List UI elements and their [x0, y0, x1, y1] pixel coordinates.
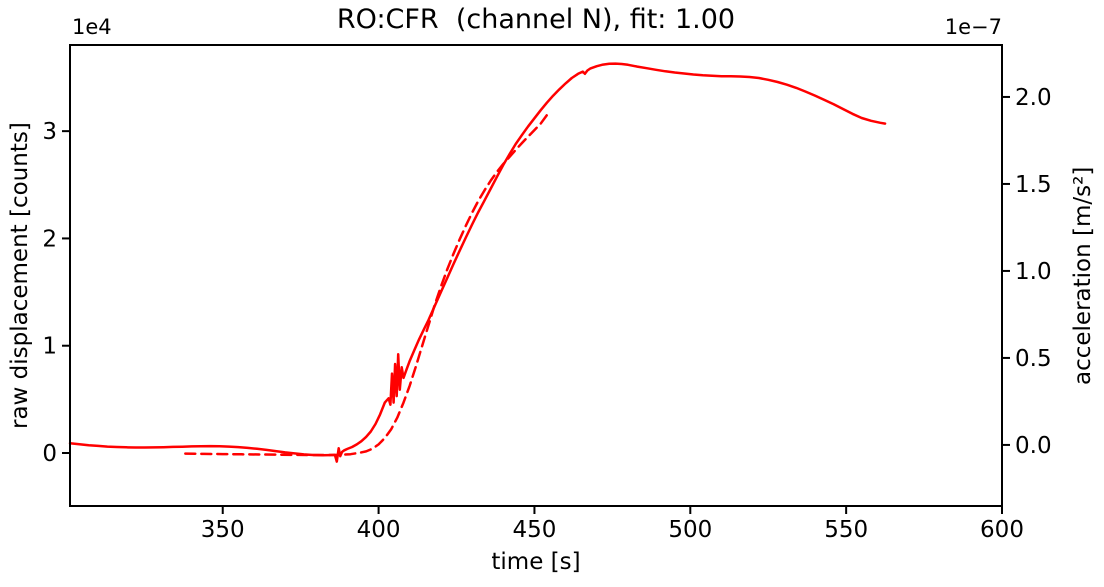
x-tick-label: 450	[512, 517, 556, 543]
x-tick-label: 500	[668, 517, 712, 543]
chart-title: RO:CFR (channel N), fit: 1.00	[336, 4, 736, 35]
right-y-tick-label: 0.5	[1015, 346, 1052, 372]
left-axis-offset-text: 1e4	[72, 15, 112, 39]
right-y-tick-label: 1.5	[1015, 172, 1052, 198]
right-y-tick-label: 1.0	[1015, 259, 1052, 285]
axes-spines	[69, 44, 1003, 507]
data-line	[68, 62, 887, 463]
x-tick-label: 600	[980, 517, 1024, 543]
right-y-tick-label: 2.0	[1015, 85, 1052, 111]
x-tick-label: 550	[824, 517, 868, 543]
x-tick-label: 350	[201, 517, 245, 543]
right-y-tick-label: 0.0	[1015, 433, 1052, 459]
left-y-tick-label: 3	[42, 119, 57, 145]
left-y-tick-label: 2	[42, 226, 57, 252]
left-y-tick-label: 0	[42, 441, 57, 467]
x-axis-label: time [s]	[491, 549, 581, 575]
x-tick-label: 400	[357, 517, 401, 543]
fit-line	[184, 113, 549, 457]
left-y-tick-label: 1	[42, 334, 57, 360]
right-axis-offset-text: 1e−7	[944, 15, 1002, 39]
